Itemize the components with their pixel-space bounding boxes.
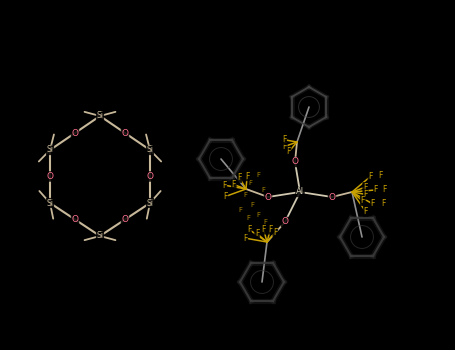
Text: F: F <box>262 225 266 234</box>
Text: Si: Si <box>147 198 153 208</box>
Text: F: F <box>379 171 383 180</box>
Text: F: F <box>282 135 286 144</box>
Text: F: F <box>250 202 254 208</box>
Text: F: F <box>247 225 251 234</box>
Text: F: F <box>248 180 252 186</box>
Text: F: F <box>283 142 287 151</box>
Text: O: O <box>46 172 54 181</box>
Text: O: O <box>71 215 79 224</box>
Text: F: F <box>223 192 228 201</box>
Text: O: O <box>329 193 335 202</box>
Text: F: F <box>222 181 227 190</box>
Text: F: F <box>255 229 259 238</box>
Text: F: F <box>381 199 385 208</box>
Text: F: F <box>243 234 248 243</box>
Text: F: F <box>364 207 368 216</box>
Text: O: O <box>282 217 288 226</box>
Text: O: O <box>292 158 298 167</box>
Text: F: F <box>246 215 250 221</box>
Text: Si: Si <box>46 146 54 154</box>
Text: O: O <box>71 128 79 138</box>
Text: F: F <box>238 173 242 182</box>
Text: F: F <box>256 212 260 218</box>
Text: F: F <box>374 186 378 194</box>
Text: F: F <box>232 180 236 189</box>
Text: F: F <box>287 147 291 156</box>
Text: Si: Si <box>46 198 54 208</box>
Text: Si: Si <box>96 231 103 240</box>
Text: O: O <box>121 128 128 138</box>
Text: F: F <box>256 172 260 178</box>
Text: F: F <box>360 196 365 205</box>
Text: F: F <box>238 207 242 213</box>
Text: F: F <box>364 190 368 199</box>
Text: Al: Al <box>296 188 304 196</box>
Text: O: O <box>147 172 153 181</box>
Text: F: F <box>263 219 267 225</box>
Text: O: O <box>121 215 128 224</box>
Text: Si: Si <box>147 146 153 154</box>
Text: F: F <box>383 184 387 194</box>
Text: F: F <box>268 225 273 234</box>
Text: F: F <box>368 172 373 181</box>
Text: O: O <box>264 193 272 202</box>
Text: F: F <box>245 172 249 181</box>
Text: F: F <box>273 228 278 237</box>
Text: F: F <box>243 192 247 198</box>
Text: F: F <box>363 183 367 192</box>
Text: Si: Si <box>96 112 103 120</box>
Text: F: F <box>261 187 265 193</box>
Text: F: F <box>370 199 375 209</box>
